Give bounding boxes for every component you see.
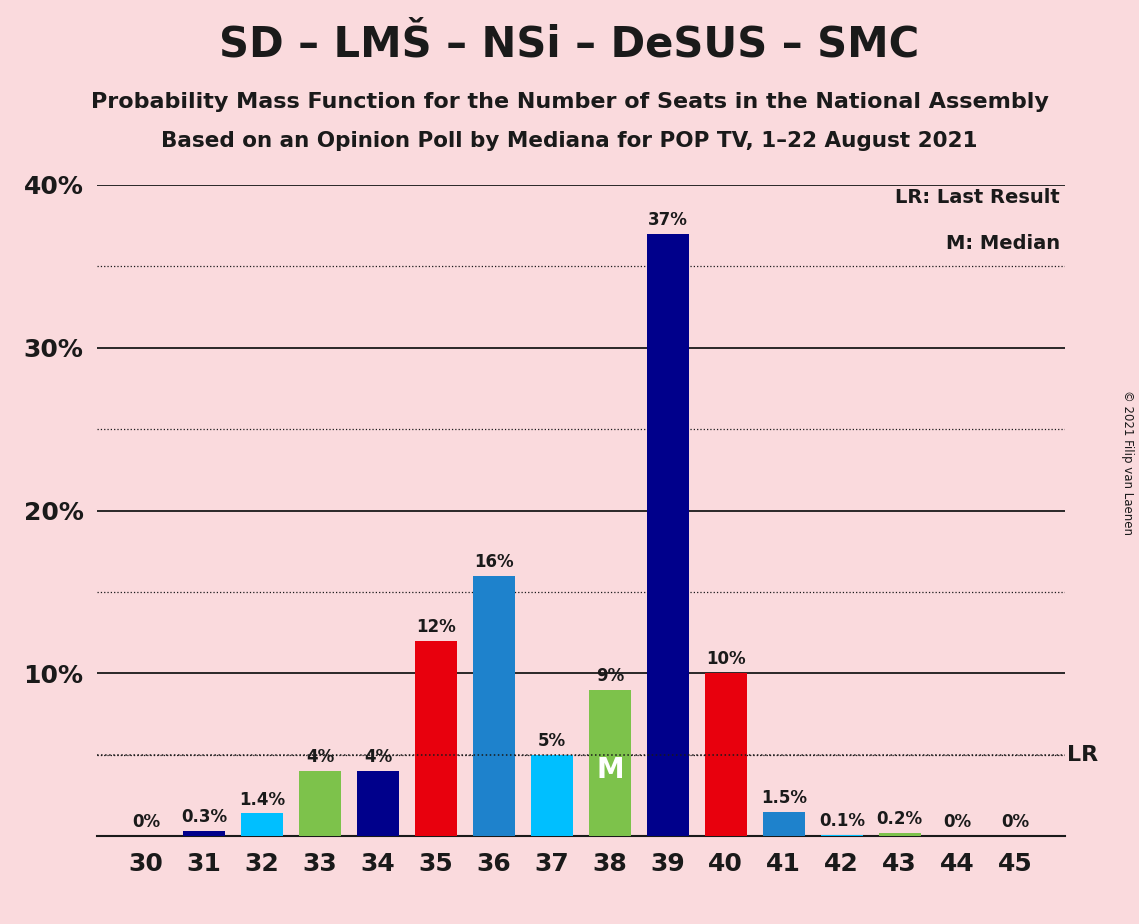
Bar <box>763 812 804 836</box>
Text: 16%: 16% <box>474 553 514 571</box>
Text: 5%: 5% <box>538 732 566 750</box>
Text: 37%: 37% <box>648 211 688 229</box>
Bar <box>879 833 920 836</box>
Text: 12%: 12% <box>416 618 456 636</box>
Text: M: Median: M: Median <box>947 234 1060 252</box>
Bar <box>821 834 862 836</box>
Text: 0%: 0% <box>943 813 972 832</box>
Bar <box>300 771 341 836</box>
Text: 4%: 4% <box>306 748 334 766</box>
Bar <box>415 641 457 836</box>
Text: 0.3%: 0.3% <box>181 808 227 826</box>
Text: 1.4%: 1.4% <box>239 791 285 808</box>
Bar <box>241 813 282 836</box>
Bar <box>705 674 747 836</box>
Bar <box>531 755 573 836</box>
Text: 1.5%: 1.5% <box>761 789 806 807</box>
Text: M: M <box>596 756 624 784</box>
Text: 0%: 0% <box>1001 813 1030 832</box>
Text: © 2021 Filip van Laenen: © 2021 Filip van Laenen <box>1121 390 1134 534</box>
Text: 0.1%: 0.1% <box>819 811 865 830</box>
Bar <box>183 832 224 836</box>
Text: Probability Mass Function for the Number of Seats in the National Assembly: Probability Mass Function for the Number… <box>91 92 1048 113</box>
Text: 10%: 10% <box>706 650 746 668</box>
Text: LR: Last Result: LR: Last Result <box>895 188 1060 207</box>
Bar <box>358 771 399 836</box>
Text: 0.2%: 0.2% <box>877 810 923 828</box>
Bar <box>473 576 515 836</box>
Text: Based on an Opinion Poll by Mediana for POP TV, 1–22 August 2021: Based on an Opinion Poll by Mediana for … <box>162 131 977 152</box>
Bar <box>647 234 689 836</box>
Text: 0%: 0% <box>132 813 161 832</box>
Bar <box>589 689 631 836</box>
Text: LR: LR <box>1067 745 1098 765</box>
Text: SD – LMŠ – NSi – DeSUS – SMC: SD – LMŠ – NSi – DeSUS – SMC <box>220 23 919 65</box>
Text: 4%: 4% <box>363 748 392 766</box>
Text: 9%: 9% <box>596 667 624 685</box>
